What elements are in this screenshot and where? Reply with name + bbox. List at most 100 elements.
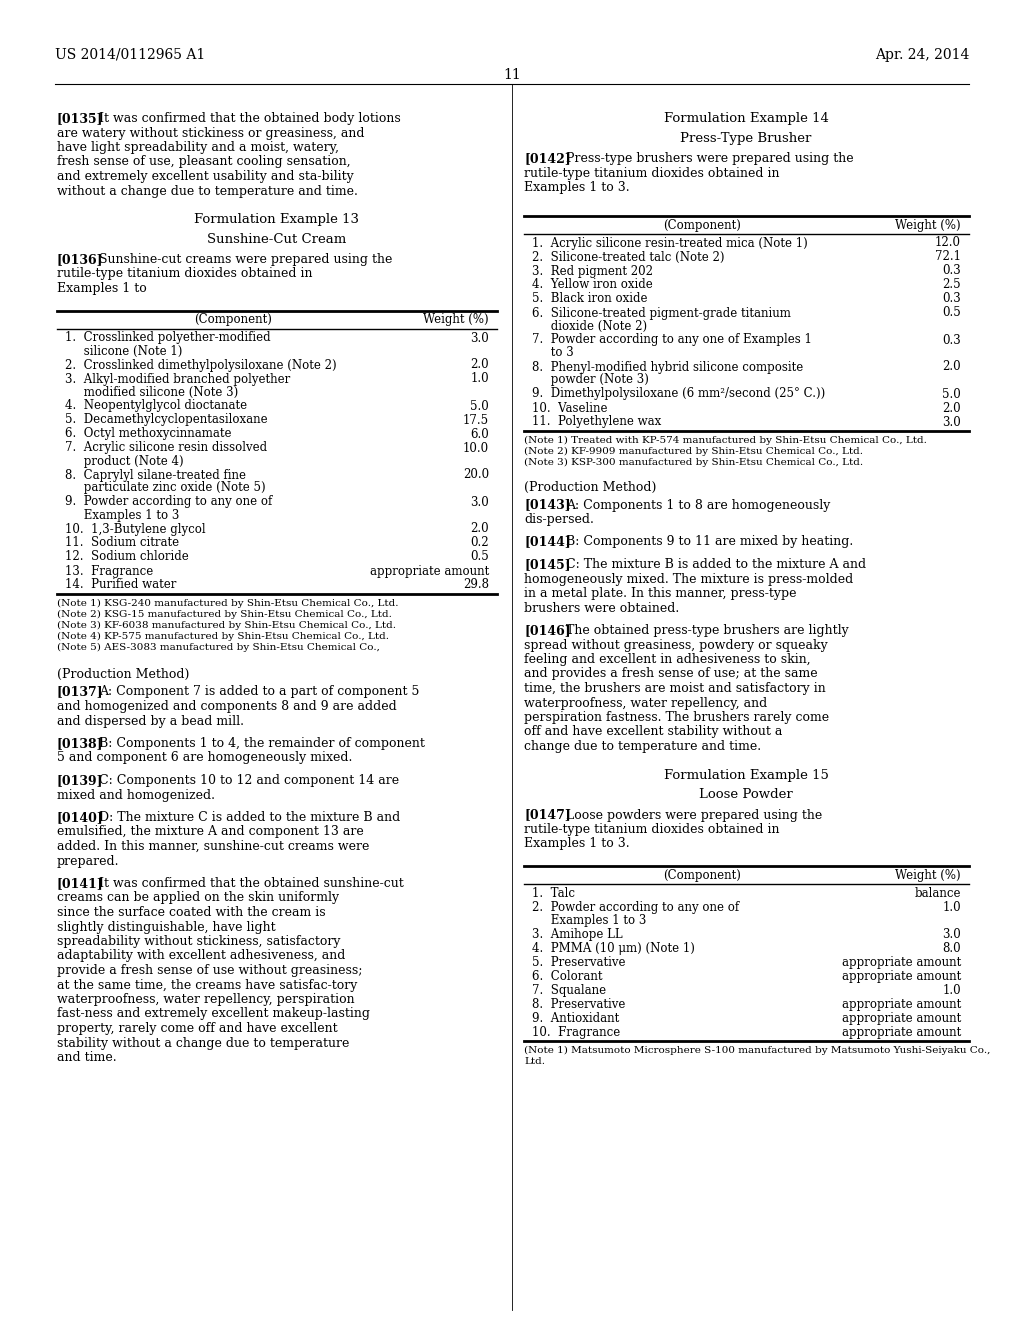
Text: 1.0: 1.0 (942, 983, 961, 997)
Text: 11.  Sodium citrate: 11. Sodium citrate (65, 536, 179, 549)
Text: balance: balance (914, 887, 961, 900)
Text: 4.  Yellow iron oxide: 4. Yellow iron oxide (532, 279, 652, 292)
Text: 5 and component 6 are homogeneously mixed.: 5 and component 6 are homogeneously mixe… (57, 751, 352, 764)
Text: 4.  Neopentylglycol dioctanate: 4. Neopentylglycol dioctanate (65, 400, 247, 412)
Text: slightly distinguishable, have light: slightly distinguishable, have light (57, 920, 275, 933)
Text: B: Components 9 to 11 are mixed by heating.: B: Components 9 to 11 are mixed by heati… (566, 536, 853, 549)
Text: 13.  Fragrance: 13. Fragrance (65, 565, 154, 578)
Text: dioxide (Note 2): dioxide (Note 2) (532, 319, 647, 333)
Text: 3.0: 3.0 (470, 495, 489, 508)
Text: and provides a fresh sense of use; at the same: and provides a fresh sense of use; at th… (524, 668, 817, 681)
Text: 1.  Acrylic silicone resin-treated mica (Note 1): 1. Acrylic silicone resin-treated mica (… (532, 236, 808, 249)
Text: rutile-type titanium dioxides obtained in: rutile-type titanium dioxides obtained i… (524, 166, 779, 180)
Text: 6.0: 6.0 (470, 428, 489, 441)
Text: 8.0: 8.0 (942, 942, 961, 954)
Text: 17.5: 17.5 (463, 413, 489, 426)
Text: rutile-type titanium dioxides obtained in: rutile-type titanium dioxides obtained i… (57, 268, 312, 281)
Text: 7.  Acrylic silicone resin dissolved: 7. Acrylic silicone resin dissolved (65, 441, 267, 454)
Text: (Note 3) KF-6038 manufactured by Shin-Etsu Chemical Co., Ltd.: (Note 3) KF-6038 manufactured by Shin-Et… (57, 620, 396, 630)
Text: and time.: and time. (57, 1051, 117, 1064)
Text: 2.0: 2.0 (470, 523, 489, 536)
Text: 3.0: 3.0 (942, 416, 961, 429)
Text: appropriate amount: appropriate amount (370, 565, 489, 578)
Text: appropriate amount: appropriate amount (842, 970, 961, 983)
Text: 10.  1,3-Butylene glycol: 10. 1,3-Butylene glycol (65, 523, 206, 536)
Text: 3.0: 3.0 (470, 331, 489, 345)
Text: 0.3: 0.3 (942, 334, 961, 346)
Text: Examples 1 to 3.: Examples 1 to 3. (524, 181, 630, 194)
Text: spread without greasiness, powdery or squeaky: spread without greasiness, powdery or sq… (524, 639, 827, 652)
Text: 8.  Preservative: 8. Preservative (532, 998, 626, 1011)
Text: 2.  Powder according to any one of: 2. Powder according to any one of (532, 902, 739, 913)
Text: feeling and excellent in adhesiveness to skin,: feeling and excellent in adhesiveness to… (524, 653, 811, 667)
Text: 8.  Caprylyl silane-treated fine: 8. Caprylyl silane-treated fine (65, 469, 246, 482)
Text: and homogenized and components 8 and 9 are added: and homogenized and components 8 and 9 a… (57, 700, 396, 713)
Text: waterproofness, water repellency, perspiration: waterproofness, water repellency, perspi… (57, 993, 354, 1006)
Text: since the surface coated with the cream is: since the surface coated with the cream … (57, 906, 326, 919)
Text: Weight (%): Weight (%) (895, 869, 961, 882)
Text: 5.0: 5.0 (942, 388, 961, 400)
Text: 0.3: 0.3 (942, 293, 961, 305)
Text: 1.  Crosslinked polyether-modified: 1. Crosslinked polyether-modified (65, 331, 270, 345)
Text: (Production Method): (Production Method) (524, 480, 656, 494)
Text: mixed and homogenized.: mixed and homogenized. (57, 788, 215, 801)
Text: 6.  Silicone-treated pigment-grade titanium: 6. Silicone-treated pigment-grade titani… (532, 306, 791, 319)
Text: [0136]: [0136] (57, 253, 103, 267)
Text: modified silicone (Note 3): modified silicone (Note 3) (65, 385, 239, 399)
Text: (Production Method): (Production Method) (57, 668, 189, 681)
Text: D: The mixture C is added to the mixture B and: D: The mixture C is added to the mixture… (99, 810, 400, 824)
Text: [0138]: [0138] (57, 737, 103, 750)
Text: prepared.: prepared. (57, 854, 120, 867)
Text: Sunshine-cut creams were prepared using the: Sunshine-cut creams were prepared using … (99, 253, 392, 267)
Text: 3.  Alkyl-modified branched polyether: 3. Alkyl-modified branched polyether (65, 372, 290, 385)
Text: Ltd.: Ltd. (524, 1057, 545, 1067)
Text: waterproofness, water repellency, and: waterproofness, water repellency, and (524, 697, 767, 710)
Text: have light spreadability and a moist, watery,: have light spreadability and a moist, wa… (57, 141, 339, 154)
Text: 2.0: 2.0 (942, 360, 961, 374)
Text: spreadability without stickiness, satisfactory: spreadability without stickiness, satisf… (57, 935, 341, 948)
Text: 3.0: 3.0 (942, 928, 961, 941)
Text: 5.0: 5.0 (470, 400, 489, 412)
Text: 12.  Sodium chloride: 12. Sodium chloride (65, 550, 188, 564)
Text: fresh sense of use, pleasant cooling sensation,: fresh sense of use, pleasant cooling sen… (57, 156, 350, 169)
Text: US 2014/0112965 A1: US 2014/0112965 A1 (55, 48, 205, 62)
Text: in a metal plate. In this manner, press-type: in a metal plate. In this manner, press-… (524, 587, 797, 601)
Text: appropriate amount: appropriate amount (842, 1012, 961, 1026)
Text: It was confirmed that the obtained body lotions: It was confirmed that the obtained body … (99, 112, 400, 125)
Text: 2.  Silicone-treated talc (Note 2): 2. Silicone-treated talc (Note 2) (532, 251, 725, 264)
Text: creams can be applied on the skin uniformly: creams can be applied on the skin unifor… (57, 891, 339, 904)
Text: [0145]: [0145] (524, 558, 570, 572)
Text: 72.1: 72.1 (935, 251, 961, 264)
Text: It was confirmed that the obtained sunshine-cut: It was confirmed that the obtained sunsh… (99, 876, 403, 890)
Text: C: Components 10 to 12 and component 14 are: C: Components 10 to 12 and component 14 … (99, 774, 399, 787)
Text: 14.  Purified water: 14. Purified water (65, 578, 176, 591)
Text: 3.  Amihope LL: 3. Amihope LL (532, 928, 623, 941)
Text: 2.0: 2.0 (942, 401, 961, 414)
Text: [0144]: [0144] (524, 536, 570, 549)
Text: 1.0: 1.0 (470, 372, 489, 385)
Text: 11.  Polyethylene wax: 11. Polyethylene wax (532, 416, 662, 429)
Text: Examples 1 to: Examples 1 to (57, 282, 146, 294)
Text: homogeneously mixed. The mixture is press-molded: homogeneously mixed. The mixture is pres… (524, 573, 853, 586)
Text: provide a fresh sense of use without greasiness;: provide a fresh sense of use without gre… (57, 964, 362, 977)
Text: brushers were obtained.: brushers were obtained. (524, 602, 679, 615)
Text: Formulation Example 13: Formulation Example 13 (195, 213, 359, 226)
Text: (Note 5) AES-3083 manufactured by Shin-Etsu Chemical Co.,: (Note 5) AES-3083 manufactured by Shin-E… (57, 643, 380, 652)
Text: The obtained press-type brushers are lightly: The obtained press-type brushers are lig… (566, 624, 849, 638)
Text: (Component): (Component) (664, 869, 741, 882)
Text: appropriate amount: appropriate amount (842, 998, 961, 1011)
Text: 7.  Powder according to any one of Examples 1: 7. Powder according to any one of Exampl… (532, 334, 812, 346)
Text: powder (Note 3): powder (Note 3) (532, 374, 649, 387)
Text: 0.5: 0.5 (942, 306, 961, 319)
Text: 5.  Preservative: 5. Preservative (532, 956, 626, 969)
Text: Examples 1 to 3.: Examples 1 to 3. (524, 837, 630, 850)
Text: 3.  Red pigment 202: 3. Red pigment 202 (532, 264, 653, 277)
Text: 6.  Octyl methoxycinnamate: 6. Octyl methoxycinnamate (65, 428, 231, 441)
Text: rutile-type titanium dioxides obtained in: rutile-type titanium dioxides obtained i… (524, 822, 779, 836)
Text: 1.0: 1.0 (942, 902, 961, 913)
Text: (Note 3) KSP-300 manufactured by Shin-Etsu Chemical Co., Ltd.: (Note 3) KSP-300 manufactured by Shin-Et… (524, 458, 863, 467)
Text: Weight (%): Weight (%) (895, 219, 961, 231)
Text: [0141]: [0141] (57, 876, 103, 890)
Text: Formulation Example 14: Formulation Example 14 (664, 112, 828, 125)
Text: 9.  Powder according to any one of: 9. Powder according to any one of (65, 495, 272, 508)
